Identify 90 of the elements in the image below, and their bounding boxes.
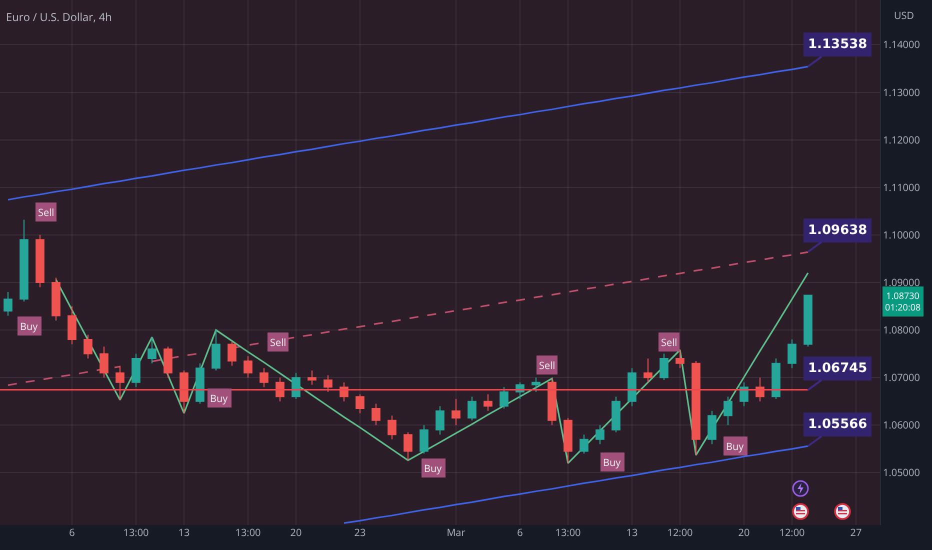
x-tick-label: 13 [178, 525, 190, 539]
y-tick-label: 1.09000 [883, 274, 920, 289]
candlestick [500, 386, 508, 409]
x-tick-label: 20 [290, 525, 302, 539]
x-tick-label: Mar [446, 525, 466, 539]
candlestick [548, 378, 556, 426]
candlestick [660, 353, 668, 380]
candlestick [532, 377, 540, 392]
candlestick [772, 358, 780, 400]
annotation: Buy [424, 461, 443, 475]
candlestick [468, 396, 476, 421]
y-tick-label: 1.11000 [883, 180, 920, 194]
candlestick [308, 370, 316, 386]
line-series [7, 66, 809, 201]
candlestick [100, 346, 108, 378]
annotation: 1.13538 [808, 37, 868, 52]
x-tick-label: 12:00 [667, 525, 694, 539]
y-axis-title: USD [894, 8, 914, 22]
candlestick [564, 418, 572, 464]
x-tick-label: 6 [517, 525, 524, 539]
annotation: Buy [210, 391, 229, 405]
y-tick-label: 1.14000 [883, 37, 920, 52]
candlestick [356, 394, 364, 414]
candlestick [276, 377, 284, 402]
y-tick-label: 1.05000 [883, 465, 920, 480]
x-tick-label: 27 [850, 525, 862, 539]
y-tick-label: 1.07000 [883, 370, 920, 384]
candlestick [180, 370, 188, 414]
text: 1.08730 [886, 289, 920, 302]
x-tick-label: 13:00 [235, 525, 262, 539]
candlestick [404, 432, 412, 461]
candlestick [52, 277, 60, 322]
candlestick [116, 365, 124, 400]
candlestick [788, 339, 796, 369]
candlestick [804, 294, 812, 348]
annotation: Sell [661, 335, 678, 349]
candlestick [580, 434, 588, 454]
annotation: Buy [20, 319, 39, 333]
candlestick [4, 291, 12, 316]
candlestick [292, 372, 300, 400]
annotation: Sell [270, 335, 286, 349]
candlestick [692, 360, 700, 456]
candlestick [676, 350, 684, 369]
candlestick [596, 424, 604, 445]
annotation: Sell [38, 205, 54, 219]
candlestick [68, 306, 76, 345]
candlestick [196, 362, 204, 404]
candlestick [148, 336, 156, 364]
y-tick-label: 1.10000 [883, 227, 920, 242]
candlestick [164, 346, 172, 378]
annotation: Buy [603, 455, 622, 469]
annotation: 1.06745 [808, 361, 868, 376]
candlestick [484, 394, 492, 412]
x-tick-label: 13:00 [123, 525, 150, 539]
candlestick [452, 398, 460, 426]
candlestick [724, 396, 732, 426]
annotation: 1.05566 [808, 417, 868, 432]
candlestick [36, 234, 44, 288]
x-tick-label: 13 [626, 525, 638, 539]
annotation: Sell [539, 358, 556, 372]
y-tick-label: 1.12000 [883, 132, 920, 146]
y-tick-label: 1.08000 [883, 322, 920, 337]
candlestick [372, 403, 380, 426]
candlestick [420, 424, 428, 454]
x-tick-label: 6 [69, 525, 76, 539]
candlestick [228, 341, 236, 366]
candlestick [132, 353, 140, 388]
y-tick-label: 1.06000 [883, 418, 920, 432]
candlestick [436, 406, 444, 436]
x-tick-label: 12:00 [779, 525, 806, 539]
candlestick [324, 374, 332, 392]
candlestick [20, 219, 28, 302]
x-tick-label: 23 [354, 525, 366, 539]
candlestick [388, 415, 396, 440]
annotation: Buy [726, 439, 745, 453]
candlestick [260, 368, 268, 388]
candlestick [212, 330, 220, 371]
annotation: 1.09638 [808, 223, 868, 238]
candlestick [708, 410, 716, 445]
text: Euro / U.S. Dollar, 4h [6, 10, 112, 25]
y-tick-label: 1.13000 [883, 84, 920, 99]
x-tick-label: 20 [738, 525, 750, 539]
candlestick [644, 358, 652, 383]
candlestick [612, 396, 620, 433]
candlestick [244, 356, 252, 378]
candlestick [740, 382, 748, 407]
candlestick [628, 368, 636, 407]
text: 01:20:08 [885, 300, 921, 314]
x-tick-label: 13:00 [555, 525, 582, 539]
candlestick [84, 334, 92, 360]
